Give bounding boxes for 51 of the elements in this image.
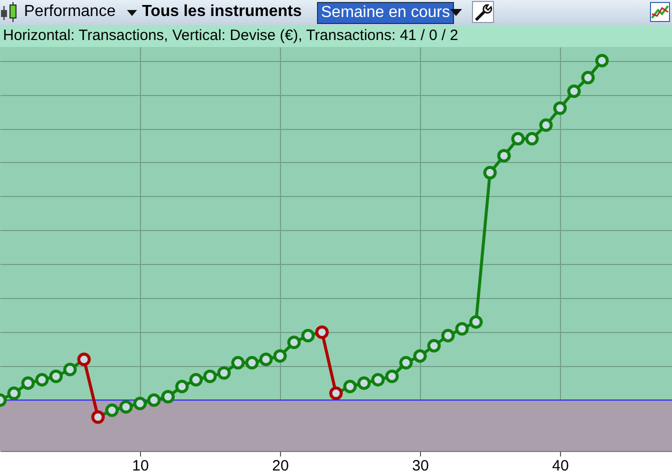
point: [385, 370, 399, 384]
point: [343, 380, 357, 394]
point: [259, 352, 273, 366]
text: Semaine en cours: [317, 2, 454, 24]
point: [35, 372, 49, 386]
point: [91, 410, 105, 424]
point: [49, 370, 63, 384]
point: [497, 148, 511, 162]
point: [357, 376, 371, 390]
point: [413, 349, 427, 363]
point: [105, 404, 119, 418]
point: [427, 339, 441, 353]
point: [525, 132, 539, 146]
point: [133, 396, 147, 410]
point: [175, 380, 189, 394]
point: [553, 101, 567, 115]
point: [469, 315, 483, 329]
text: Tous les instruments: [142, 2, 302, 22]
point: [581, 70, 595, 84]
point: [287, 336, 301, 350]
point: [455, 322, 469, 336]
point: [483, 166, 497, 180]
point: [273, 349, 287, 363]
point: [399, 356, 413, 370]
x-tick-label: 10: [132, 458, 149, 472]
point: [217, 366, 231, 380]
point: [119, 400, 133, 414]
point: [567, 84, 581, 98]
point: [329, 386, 343, 400]
point: [203, 370, 217, 384]
point: [77, 352, 91, 366]
point: [7, 386, 21, 400]
chart-subtitle: Horizontal: Transactions, Vertical: Devise (€), Transactions: 41 / 0 / 2: [0, 25, 672, 47]
point: [371, 372, 385, 386]
point: [301, 328, 315, 342]
point: [21, 376, 35, 390]
point: [231, 356, 245, 370]
point: [511, 132, 525, 146]
point: [189, 372, 203, 386]
point: [147, 393, 161, 407]
point: [245, 356, 259, 370]
x-tick-label: 40: [552, 458, 569, 472]
x-tick-label: 20: [272, 458, 289, 472]
x-tick-label: 30: [412, 458, 429, 472]
point: [441, 328, 455, 342]
point: [539, 118, 553, 132]
point: [315, 325, 329, 339]
text: Performance: [24, 2, 116, 22]
point: [161, 390, 175, 404]
point: [63, 362, 77, 376]
point: [595, 54, 609, 68]
